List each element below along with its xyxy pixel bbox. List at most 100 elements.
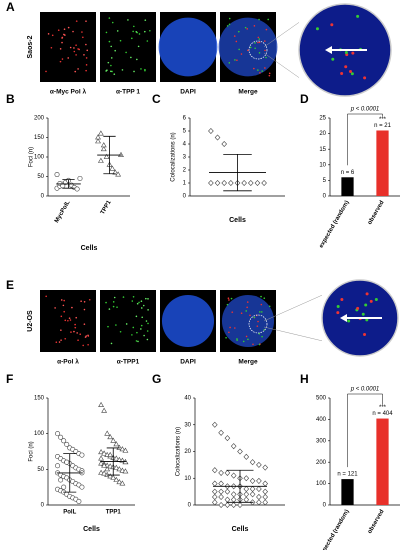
zoom-line (263, 22, 300, 48)
focus (71, 306, 73, 309)
focus (78, 48, 81, 51)
focus (261, 70, 264, 72)
annotation: p < 0.0001 (350, 107, 380, 113)
focus (257, 41, 259, 44)
point (243, 475, 250, 482)
point (79, 452, 85, 458)
bar (341, 177, 354, 196)
point (228, 179, 234, 187)
focus (72, 30, 74, 33)
image-label: DAPI (180, 89, 196, 96)
focus (234, 327, 236, 329)
focus (69, 46, 72, 49)
focus (114, 49, 116, 52)
point (249, 485, 256, 492)
focus (350, 72, 354, 76)
point (103, 153, 110, 159)
focus (330, 23, 334, 27)
focus (88, 298, 91, 301)
point (113, 464, 120, 470)
x-tick-label: PolL (63, 510, 76, 516)
arrow-head (325, 46, 332, 54)
focus (122, 296, 125, 298)
y-tick-label: 10 (319, 162, 326, 168)
point (64, 459, 70, 465)
focus (69, 319, 72, 321)
x-tick-label: TPP1 (106, 510, 122, 516)
point (208, 127, 214, 135)
bar (376, 418, 389, 505)
point (218, 429, 224, 436)
point (107, 463, 114, 469)
focus (108, 40, 111, 43)
focus (74, 323, 76, 326)
y-tick-label: 200 (316, 460, 327, 466)
focus (73, 47, 75, 49)
annotation: p < 0.0001 (350, 387, 380, 393)
panel-letter: G (152, 372, 161, 386)
focus (132, 30, 134, 33)
focus (121, 69, 124, 71)
y-tick-label: 500 (316, 396, 327, 402)
focus (125, 323, 128, 325)
point (243, 491, 250, 498)
zoom-line (263, 52, 300, 78)
focus (147, 309, 149, 311)
focus (75, 44, 77, 46)
focus (133, 25, 135, 28)
focus (237, 30, 240, 33)
point (98, 449, 104, 455)
focus (260, 295, 262, 298)
y-tick-label: 100 (34, 431, 45, 437)
point (98, 469, 104, 475)
y-tick-label: 5 (323, 178, 327, 184)
focus (116, 306, 118, 308)
focus (245, 335, 248, 338)
focus (144, 19, 147, 21)
point (110, 474, 117, 480)
focus (135, 315, 138, 318)
point (218, 493, 224, 501)
x-axis-label: Cells (232, 526, 249, 533)
focus (83, 308, 86, 311)
y-tick-label: 200 (34, 116, 45, 122)
y-tick-label: 300 (316, 438, 327, 444)
focus (258, 41, 261, 44)
focus (142, 304, 145, 307)
focus (228, 23, 231, 26)
focus (130, 56, 132, 59)
focus (238, 48, 240, 51)
focus (141, 316, 144, 319)
focus (112, 301, 115, 303)
point (230, 472, 237, 479)
point (214, 134, 221, 141)
focus (227, 297, 230, 300)
focus (249, 314, 251, 317)
image-label: Merge (238, 89, 258, 96)
focus (111, 21, 114, 24)
focus (132, 295, 135, 298)
point (61, 438, 67, 444)
y-tick-label: 0 (41, 194, 45, 200)
focus (79, 333, 82, 335)
focus (146, 338, 149, 341)
zoom-line (263, 294, 323, 322)
point (214, 179, 221, 187)
point (104, 471, 111, 477)
focus (85, 69, 87, 72)
focus (63, 310, 65, 313)
focus (61, 58, 64, 60)
focus (85, 57, 88, 59)
y-tick-label: 25 (319, 116, 326, 122)
image-label: α-TPP1 (117, 359, 140, 366)
y-tick-label: 150 (34, 396, 45, 402)
focus (67, 319, 69, 322)
point (104, 430, 111, 436)
focus (136, 58, 138, 61)
focus (115, 324, 117, 326)
focus (356, 306, 360, 310)
point (101, 462, 108, 468)
nucleus (161, 294, 215, 348)
point (237, 448, 243, 455)
point (110, 437, 117, 443)
